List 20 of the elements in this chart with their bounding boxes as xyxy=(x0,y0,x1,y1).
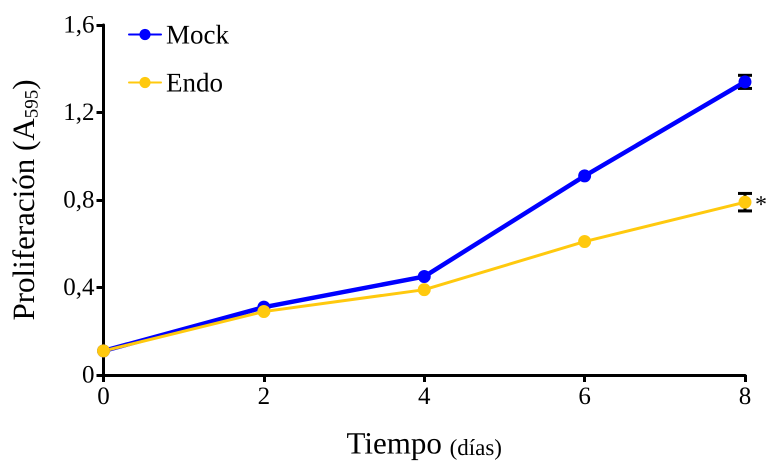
y-tick-label: 0 xyxy=(82,362,94,388)
point xyxy=(418,283,431,296)
y-axis-title: Proliferación (A595) xyxy=(6,79,42,321)
x-tick-label: 4 xyxy=(418,383,431,410)
x-tick-label: 8 xyxy=(738,383,752,410)
x-axis-title: Tiempo (días) xyxy=(346,426,502,460)
y-tick-label: 0,4 xyxy=(63,274,95,301)
legend-label: Endo xyxy=(166,68,223,98)
point xyxy=(578,235,592,248)
point xyxy=(418,270,431,284)
annotation: * xyxy=(755,192,767,218)
point xyxy=(578,169,592,182)
y-tick-label: 1,2 xyxy=(63,99,94,126)
point xyxy=(257,305,270,318)
point xyxy=(738,196,752,209)
x-tick-label: 2 xyxy=(258,383,270,410)
x-tick-label: 6 xyxy=(578,383,591,410)
y-tick-label: 0,8 xyxy=(63,186,94,214)
legend-label: Mock xyxy=(166,20,230,50)
y-tick-label: 1,6 xyxy=(63,12,94,38)
